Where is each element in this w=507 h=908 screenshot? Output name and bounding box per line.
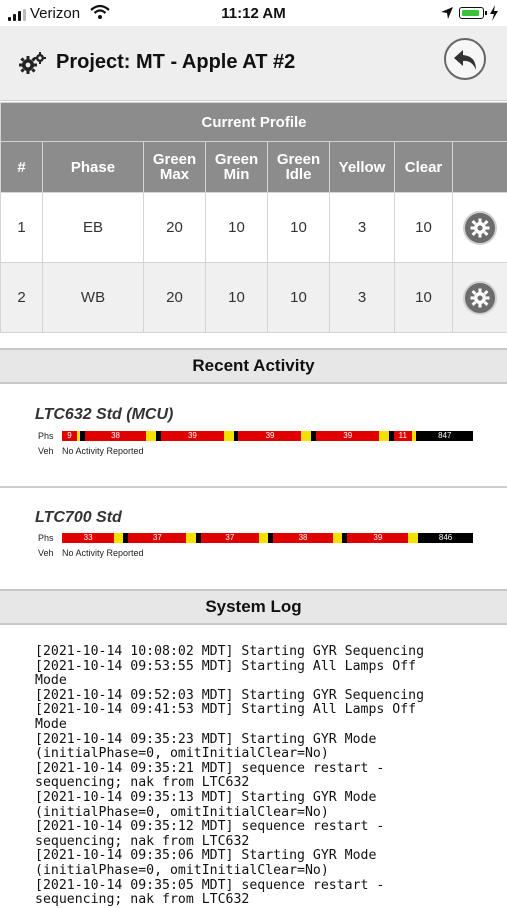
row-settings-button[interactable] <box>463 281 497 315</box>
clear-value: 10 <box>395 263 453 333</box>
vehicle-label: Veh <box>38 446 54 456</box>
timeline-segment: 11 <box>394 431 412 441</box>
phase-label: Phs <box>38 431 54 441</box>
green-max-value: 20 <box>144 193 206 263</box>
vehicle-activity-text: No Activity Reported <box>62 446 144 456</box>
yellow-value: 3 <box>330 193 395 263</box>
column-header: Green Min <box>206 142 268 193</box>
column-header-actions <box>453 142 507 193</box>
row-settings-button[interactable] <box>463 211 497 245</box>
phase-timeline-bar: 33 37 37 38 39 846 <box>62 533 473 543</box>
timeline-segment: 9 <box>62 431 77 441</box>
location-arrow-icon <box>440 6 454 20</box>
timeline-segment <box>146 431 156 441</box>
timeline-segment: 33 <box>62 533 114 543</box>
column-header: Green Max <box>144 142 206 193</box>
column-header: Green Idle <box>268 142 330 193</box>
timeline-segment: 39 <box>316 431 379 441</box>
timeline-segment: 38 <box>85 431 147 441</box>
gears-icon <box>18 51 46 75</box>
row-settings-cell <box>453 263 507 333</box>
timeline-segment: 39 <box>347 533 409 543</box>
timeline-segment <box>186 533 196 543</box>
divider <box>0 486 507 488</box>
timeline-segment <box>114 533 124 543</box>
clock: 11:12 AM <box>0 5 507 22</box>
profile-table: Current Profile # Phase Green Max Green … <box>0 102 507 333</box>
battery-icon <box>459 7 484 19</box>
green-min-value: 10 <box>206 193 268 263</box>
phase-name: WB <box>43 263 144 333</box>
phase-label: Phs <box>38 533 54 543</box>
table-row: 2 WB 20 10 10 3 10 <box>1 263 507 333</box>
timeline-segment: 39 <box>161 431 224 441</box>
phase-number: 2 <box>1 263 43 333</box>
profile-header-row: # Phase Green Max Green Min Green Idle Y… <box>1 142 507 193</box>
device-name: LTC632 Std (MCU) <box>35 406 173 424</box>
system-log-header: System Log <box>0 589 507 625</box>
green-idle-value: 10 <box>268 193 330 263</box>
vehicle-label: Veh <box>38 548 54 558</box>
timeline-segment: 846 <box>418 533 473 543</box>
timeline-segment: 37 <box>128 533 187 543</box>
column-header: Clear <box>395 142 453 193</box>
timeline-segment <box>224 431 234 441</box>
gear-icon <box>469 217 491 239</box>
column-header: Phase <box>43 142 144 193</box>
back-button[interactable] <box>444 38 486 80</box>
yellow-value: 3 <box>330 263 395 333</box>
gear-icon <box>469 287 491 309</box>
back-arrow-icon <box>453 48 479 72</box>
profile-caption: Current Profile <box>1 103 507 142</box>
status-bar: Verizon 11:12 AM <box>0 0 507 26</box>
column-header: Yellow <box>330 142 395 193</box>
vehicle-activity-text: No Activity Reported <box>62 548 144 558</box>
timeline-segment <box>301 431 311 441</box>
row-settings-cell <box>453 193 507 263</box>
green-min-value: 10 <box>206 263 268 333</box>
app-header: Project: MT - Apple AT #2 <box>0 26 507 101</box>
page-title: Project: MT - Apple AT #2 <box>56 51 295 74</box>
green-idle-value: 10 <box>268 263 330 333</box>
phase-name: EB <box>43 193 144 263</box>
charging-bolt-icon <box>489 5 499 21</box>
device-name: LTC700 Std <box>35 509 122 527</box>
table-row: 1 EB 20 10 10 3 10 <box>1 193 507 263</box>
timeline-segment: 39 <box>238 431 301 441</box>
timeline-segment <box>259 533 269 543</box>
clear-value: 10 <box>395 193 453 263</box>
phase-timeline-bar: 9 38 39 39 39 11 847 <box>62 431 473 441</box>
green-max-value: 20 <box>144 263 206 333</box>
recent-activity-header: Recent Activity <box>0 348 507 384</box>
timeline-segment <box>408 533 418 543</box>
timeline-segment <box>379 431 389 441</box>
system-log-text: [2021-10-14 10:08:02 MDT] Starting GYR S… <box>35 645 495 908</box>
timeline-segment: 847 <box>416 431 473 441</box>
timeline-segment: 38 <box>273 533 333 543</box>
timeline-segment: 37 <box>201 533 260 543</box>
phase-number: 1 <box>1 193 43 263</box>
column-header: # <box>1 142 43 193</box>
timeline-segment <box>333 533 343 543</box>
